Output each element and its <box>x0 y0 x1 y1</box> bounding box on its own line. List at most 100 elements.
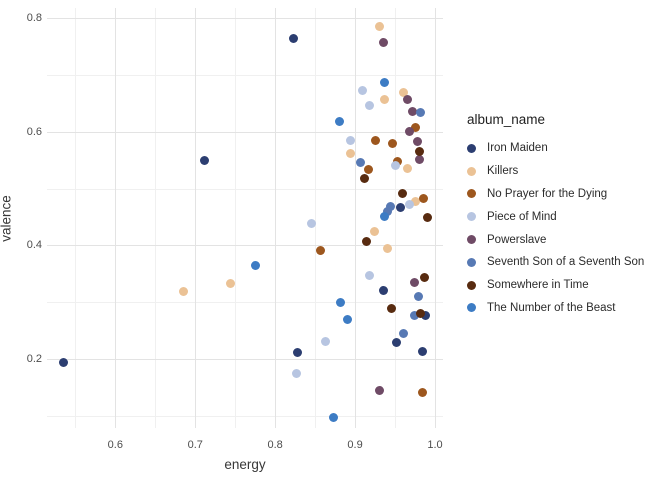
plot-panel <box>47 8 443 428</box>
data-point <box>361 236 371 246</box>
y-gridline <box>47 188 443 190</box>
y-axis-title: valence <box>0 195 14 242</box>
data-point <box>396 203 406 213</box>
y-gridline <box>47 75 443 76</box>
x-tick-label: 0.8 <box>267 439 283 451</box>
data-point <box>357 86 367 96</box>
data-point <box>416 107 426 117</box>
legend-swatch-icon <box>467 280 476 290</box>
x-gridline <box>315 8 317 428</box>
data-point <box>385 201 395 211</box>
x-gridline <box>115 8 117 428</box>
legend-item-label: Piece of Mind <box>487 210 557 223</box>
data-point <box>380 78 390 88</box>
legend-item: The Number of the Beast <box>467 297 644 320</box>
legend-item: Somewhere in Time <box>467 274 644 297</box>
legend-item: Killers <box>467 160 644 183</box>
data-point <box>382 206 392 216</box>
data-point <box>178 287 188 297</box>
data-point <box>342 314 352 324</box>
data-point <box>380 212 390 222</box>
x-gridline <box>195 8 197 428</box>
data-point <box>408 107 418 117</box>
data-point <box>404 199 414 209</box>
legend-item-label: The Number of the Beast <box>487 301 616 314</box>
legend-item-label: Iron Maiden <box>487 142 548 155</box>
legend-swatch-icon <box>467 166 476 176</box>
data-point <box>398 87 408 97</box>
x-gridline <box>275 8 277 428</box>
y-tick-label: 0.2 <box>26 352 42 365</box>
data-point <box>409 310 419 320</box>
data-point <box>375 385 385 395</box>
data-point <box>411 196 421 206</box>
data-point <box>329 412 338 422</box>
legend-items: Iron Maiden Killers No Prayer for the Dyin… <box>467 137 644 319</box>
x-tick-label: 0.7 <box>187 439 203 451</box>
data-point <box>417 387 427 397</box>
legend-item-label: Killers <box>487 165 519 178</box>
data-point <box>365 271 374 281</box>
x-tick-label: 1.0 <box>427 439 443 451</box>
data-point <box>292 369 302 378</box>
data-point <box>360 173 370 183</box>
legend-item-label: Somewhere in Time <box>487 279 589 292</box>
y-gridline <box>47 245 443 247</box>
y-tick-label: 0.6 <box>26 125 42 138</box>
data-point <box>345 148 355 158</box>
data-point <box>225 278 235 288</box>
data-point <box>371 136 381 146</box>
y-gridline <box>47 415 443 417</box>
data-point <box>416 309 426 319</box>
data-point <box>369 226 379 236</box>
data-point <box>410 122 420 132</box>
data-point <box>365 100 374 110</box>
x-axis-title: energy <box>224 457 266 472</box>
y-gridline <box>47 18 443 20</box>
y-tick-label: 0.8 <box>26 12 42 25</box>
data-point <box>58 358 68 368</box>
data-point <box>409 277 419 287</box>
legend-item: Powerslave <box>467 228 644 251</box>
x-gridline <box>395 8 396 428</box>
x-gridline <box>75 8 77 428</box>
x-tick-label: 0.6 <box>107 439 123 451</box>
x-tick-label: 0.9 <box>347 439 363 451</box>
data-point <box>402 94 412 104</box>
legend-swatch-icon <box>467 303 476 313</box>
data-point <box>382 243 392 253</box>
data-point <box>397 188 407 198</box>
x-gridline <box>355 8 357 428</box>
data-point <box>403 163 413 173</box>
data-point <box>345 135 355 145</box>
data-point <box>423 212 433 222</box>
data-point <box>412 137 422 147</box>
data-point <box>388 138 398 148</box>
data-point <box>289 33 299 43</box>
legend-swatch-icon <box>467 257 476 267</box>
legend-swatch-icon <box>467 235 476 245</box>
data-point <box>293 348 302 357</box>
legend: album_name Iron Maiden Killers No Prayer f… <box>467 112 644 319</box>
data-point <box>418 193 428 203</box>
legend-swatch-icon <box>467 143 476 153</box>
data-point <box>200 155 210 165</box>
legend-item: Piece of Mind <box>467 205 644 228</box>
data-point <box>378 285 388 295</box>
data-point <box>375 22 385 32</box>
legend-item: No Prayer for the Dying <box>467 183 644 206</box>
legend-swatch-icon <box>467 189 476 199</box>
x-gridline <box>155 8 157 428</box>
legend-item: Iron Maiden <box>467 137 644 160</box>
data-point <box>250 260 260 270</box>
y-gridline <box>47 302 443 303</box>
data-point <box>392 337 402 347</box>
data-point <box>399 328 409 338</box>
data-point <box>420 310 430 320</box>
data-point <box>334 117 344 126</box>
data-point <box>306 218 316 228</box>
legend-item-label: No Prayer for the Dying <box>487 187 608 200</box>
data-point <box>417 346 427 356</box>
data-point <box>420 272 430 282</box>
